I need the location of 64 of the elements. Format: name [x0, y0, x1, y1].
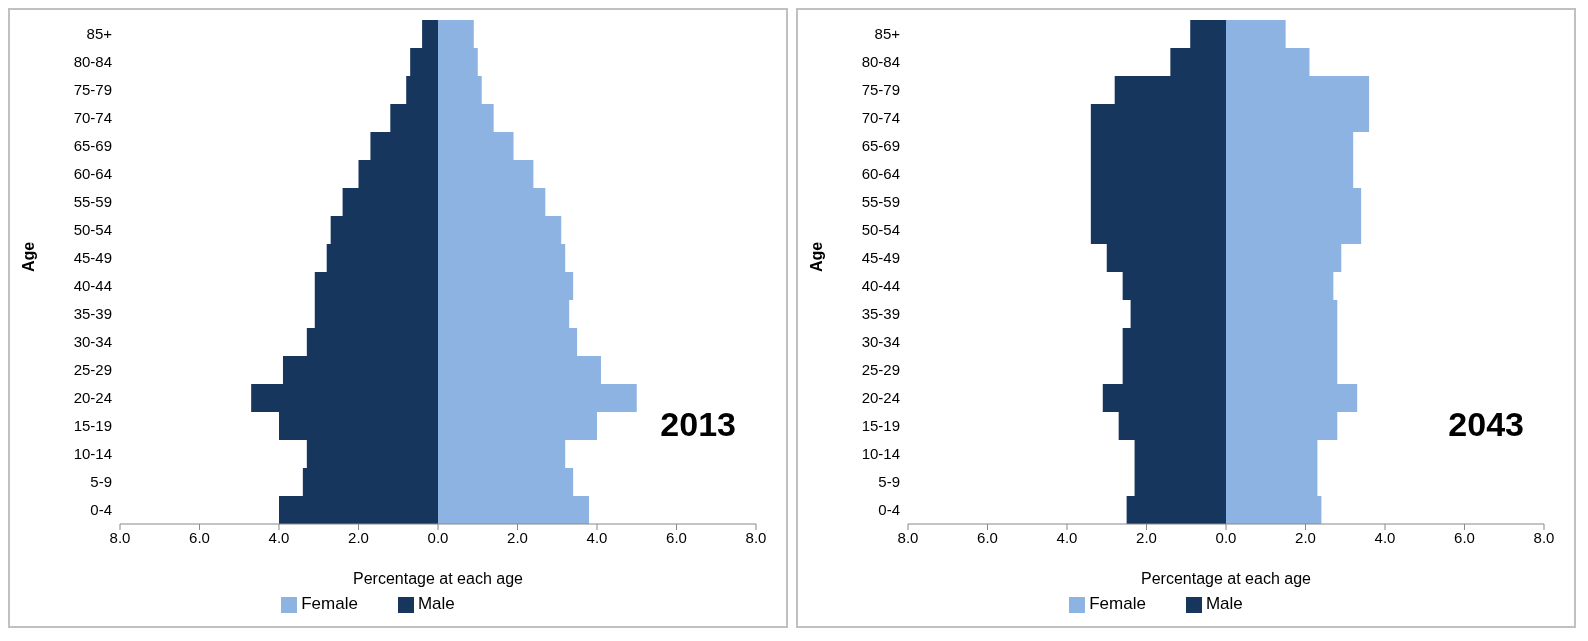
x-axis-title: Percentage at each age [353, 570, 524, 587]
legend-label: Male [1205, 594, 1243, 613]
x-tick-label: 0.0 [1215, 528, 1237, 546]
y-tick-label: 10-14 [73, 445, 112, 463]
y-tick-label: 65-69 [73, 137, 112, 155]
y-tick-label: 70-74 [861, 109, 900, 127]
y-tick-label: 70-74 [73, 109, 112, 127]
x-tick-label: 4.0 [586, 528, 608, 546]
y-tick-label: 60-64 [861, 165, 900, 183]
y-tick-label: 35-39 [73, 305, 112, 323]
y-tick-label: 50-54 [861, 221, 900, 239]
x-tick-label: 8.0 [1533, 528, 1555, 546]
y-tick-label: 0-4 [878, 501, 900, 519]
x-tick-label: 8.0 [745, 528, 767, 546]
y-tick-label: 25-29 [861, 361, 900, 379]
y-tick-label: 50-54 [73, 221, 112, 239]
y-tick-label: 20-24 [73, 389, 112, 407]
y-tick-label: 40-44 [861, 277, 900, 295]
x-tick-label: 2.0 [348, 528, 369, 546]
y-tick-label: 75-79 [73, 81, 112, 99]
y-tick-label: 5-9 [878, 473, 900, 491]
y-tick-label: 45-49 [861, 249, 900, 267]
x-tick-label: 2.0 [1295, 528, 1316, 546]
y-tick-label: 35-39 [861, 305, 900, 323]
y-tick-label: 15-19 [73, 417, 112, 435]
y-tick-label: 60-64 [73, 165, 112, 183]
y-tick-label: 80-84 [73, 53, 112, 71]
y-tick-label: 20-24 [861, 389, 900, 407]
x-axis-title: Percentage at each age [1141, 570, 1312, 587]
x-tick-label: 6.0 [189, 528, 210, 546]
y-tick-label: 30-34 [73, 333, 112, 351]
y-axis-title: Age [19, 241, 37, 272]
annotation: 2013 [660, 405, 736, 444]
x-tick-label: 4.0 [1056, 528, 1078, 546]
y-tick-label: 40-44 [73, 277, 112, 295]
x-tick-label: 6.0 [1454, 528, 1475, 546]
y-tick-label: 0-4 [90, 501, 112, 519]
x-tick-label: 2.0 [1136, 528, 1157, 546]
x-tick-label: 8.0 [897, 528, 919, 546]
y-tick-label: 85+ [874, 25, 901, 43]
x-tick-label: 4.0 [1374, 528, 1396, 546]
y-tick-label: 55-59 [861, 193, 900, 211]
y-tick-label: 65-69 [861, 137, 900, 155]
legend-label: Male [417, 594, 455, 613]
x-tick-label: 8.0 [109, 528, 131, 546]
x-tick-label: 6.0 [977, 528, 998, 546]
y-tick-label: 85+ [86, 25, 113, 43]
y-tick-label: 15-19 [861, 417, 900, 435]
y-tick-label: 25-29 [73, 361, 112, 379]
x-tick-label: 2.0 [507, 528, 528, 546]
x-tick-label: 0.0 [427, 528, 449, 546]
x-tick-label: 4.0 [268, 528, 290, 546]
y-tick-label: 80-84 [861, 53, 900, 71]
y-tick-label: 45-49 [73, 249, 112, 267]
y-tick-label: 75-79 [861, 81, 900, 99]
legend-label: Female [301, 594, 358, 613]
legend-label: Female [1089, 594, 1146, 613]
y-axis-title: Age [807, 241, 825, 272]
y-tick-label: 30-34 [861, 333, 900, 351]
y-tick-label: 55-59 [73, 193, 112, 211]
annotation: 2043 [1448, 405, 1524, 444]
x-tick-label: 6.0 [666, 528, 687, 546]
y-tick-label: 5-9 [90, 473, 112, 491]
y-tick-label: 10-14 [861, 445, 900, 463]
